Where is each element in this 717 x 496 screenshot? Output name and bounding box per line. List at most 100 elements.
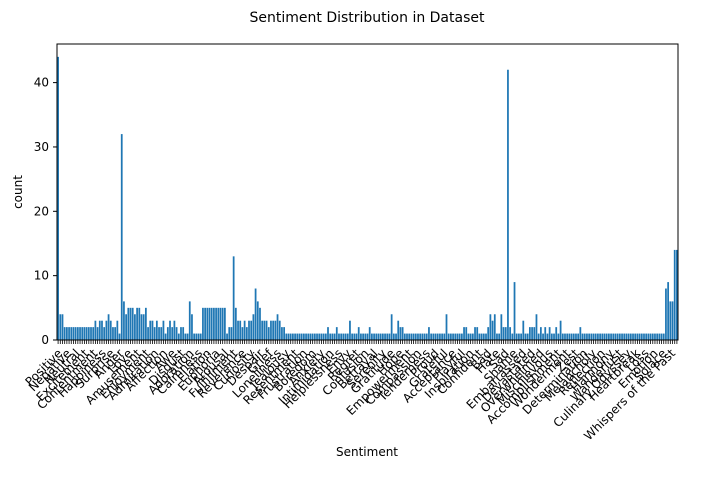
bar <box>583 333 586 340</box>
bar <box>480 333 483 340</box>
bar <box>281 327 283 340</box>
bar <box>430 333 433 340</box>
bar <box>509 327 512 340</box>
bar <box>474 327 476 340</box>
bar <box>498 333 501 340</box>
bar <box>577 333 580 340</box>
bar <box>360 333 362 340</box>
bar <box>379 333 382 340</box>
bar <box>500 314 503 340</box>
bar <box>292 333 294 340</box>
bar <box>166 327 169 340</box>
bar <box>158 327 160 340</box>
bar <box>313 333 316 340</box>
bar <box>412 333 415 340</box>
bar <box>469 333 472 340</box>
bar <box>87 327 90 340</box>
bar <box>223 307 226 340</box>
bar <box>658 333 661 340</box>
bar <box>522 320 525 340</box>
bar <box>153 327 156 340</box>
bar <box>375 333 378 340</box>
bar <box>283 327 285 340</box>
bar <box>70 327 73 340</box>
bar <box>105 320 108 340</box>
bar <box>458 333 461 340</box>
bar <box>513 282 516 340</box>
bar <box>276 314 279 340</box>
bar <box>219 307 222 340</box>
bar <box>638 333 641 340</box>
bar <box>169 320 171 340</box>
bar <box>114 327 117 340</box>
bar <box>191 314 193 340</box>
bar <box>373 333 375 340</box>
bar <box>59 314 62 340</box>
bar <box>586 333 588 340</box>
bar <box>544 327 547 340</box>
bar <box>441 333 443 340</box>
bar <box>581 333 584 340</box>
bar <box>610 333 612 340</box>
bar <box>248 320 250 340</box>
bar <box>296 333 299 340</box>
bar <box>63 327 66 340</box>
bar <box>142 314 145 340</box>
bar <box>399 327 402 340</box>
bar <box>125 314 127 340</box>
bar <box>186 333 189 340</box>
bar <box>57 56 59 341</box>
bar <box>322 333 325 340</box>
bar <box>302 333 305 340</box>
bar <box>371 333 373 340</box>
bar <box>597 333 599 340</box>
bar <box>594 333 597 340</box>
bar <box>79 327 81 340</box>
bar <box>217 307 220 340</box>
bar <box>349 320 351 340</box>
y-tick-label: 20 <box>34 204 49 218</box>
bar <box>555 327 558 340</box>
bar <box>456 333 459 340</box>
bar <box>520 333 522 340</box>
bar <box>340 333 343 340</box>
bar <box>147 327 149 340</box>
bar <box>272 320 275 340</box>
bar <box>603 333 606 340</box>
bar <box>151 320 154 340</box>
bar <box>454 333 457 340</box>
bar <box>298 333 301 340</box>
bar <box>346 333 349 340</box>
bar <box>197 333 200 340</box>
bar <box>204 307 206 340</box>
bar <box>368 327 371 340</box>
bar <box>112 327 114 340</box>
bar <box>388 333 391 340</box>
bar <box>432 333 435 340</box>
x-axis-tick-labels: PositiveNegativeNeutralExcitementContent… <box>23 346 679 443</box>
bar <box>320 333 323 340</box>
bar <box>377 333 380 340</box>
bar <box>149 320 152 340</box>
bar <box>237 320 239 340</box>
bar <box>215 307 217 340</box>
bar <box>72 327 75 340</box>
bar <box>138 307 141 340</box>
bar <box>96 327 99 340</box>
bar <box>566 333 569 340</box>
bar <box>344 333 347 340</box>
bar <box>384 333 386 340</box>
bar <box>362 333 364 340</box>
bar <box>673 249 676 340</box>
bar <box>129 307 132 340</box>
bar <box>245 327 248 340</box>
bar <box>307 333 310 340</box>
bar <box>318 333 321 340</box>
bar <box>676 249 678 340</box>
bar <box>81 327 84 340</box>
y-axis-label: count <box>11 175 25 209</box>
y-tick-label: 0 <box>41 333 49 347</box>
bar <box>101 320 103 340</box>
bar <box>524 333 527 340</box>
bar <box>403 333 406 340</box>
